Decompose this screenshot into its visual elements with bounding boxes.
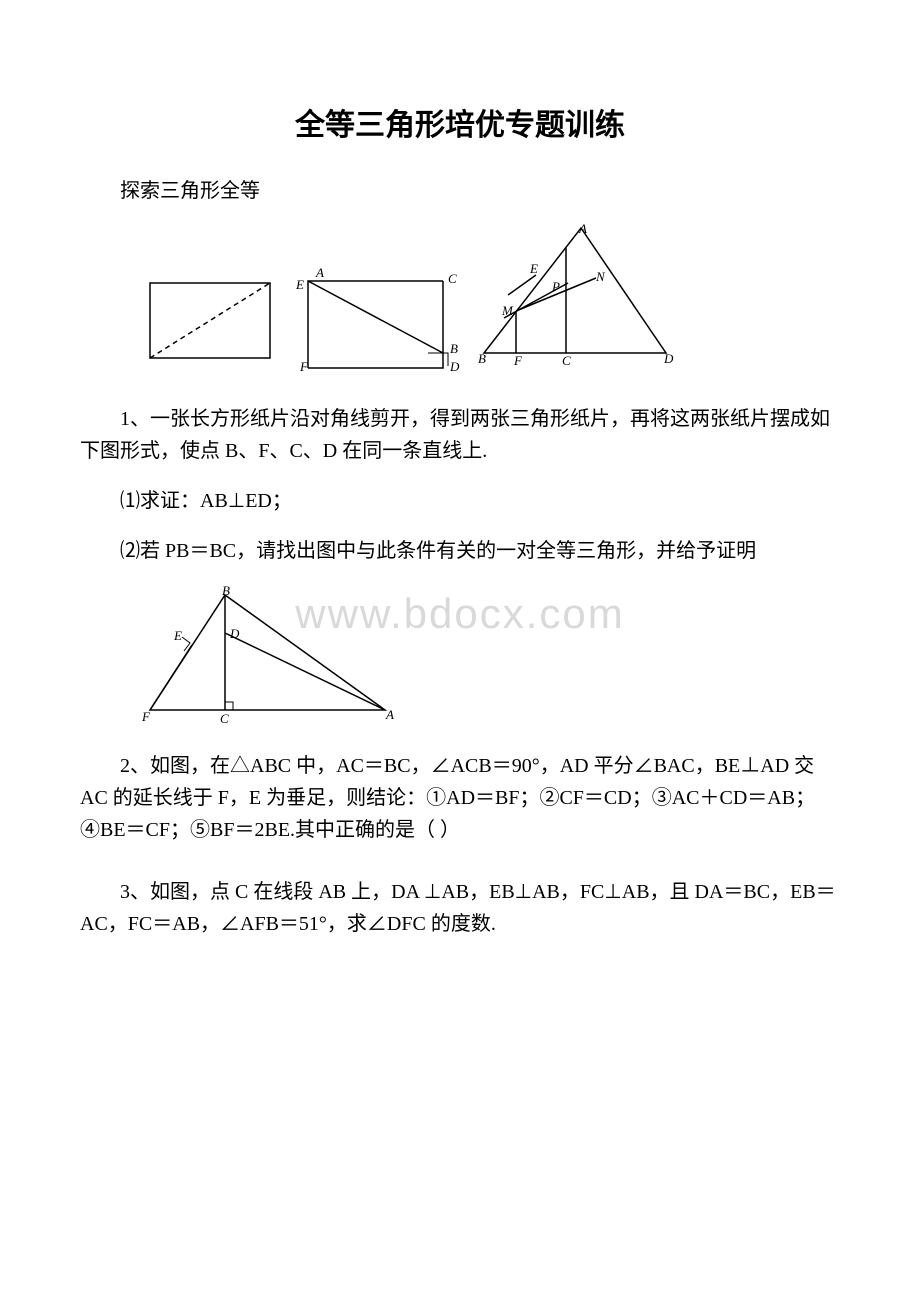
subtitle: 探索三角形全等 (80, 174, 840, 203)
svg-text:B: B (450, 341, 458, 356)
page-title: 全等三角形培优专题训练 (80, 100, 840, 144)
problem-1-sub1: ⑴求证：AB⊥ED； (80, 485, 840, 517)
svg-text:E: E (295, 277, 304, 292)
figure-triangle-complex: A B F C D E M N P (476, 223, 676, 373)
svg-text:P: P (551, 279, 560, 294)
svg-text:E: E (173, 628, 182, 643)
svg-text:C: C (220, 711, 229, 725)
svg-text:A: A (385, 707, 394, 722)
svg-text:A: A (315, 265, 324, 280)
problem-3-text: 3、如图，点 C 在线段 AB 上，DA ⊥AB，EB⊥AB，FC⊥AB，且 D… (80, 876, 840, 940)
svg-text:C: C (562, 353, 571, 368)
svg-text:D: D (663, 351, 674, 366)
figure-2-container: B E D F C A (140, 585, 840, 725)
svg-text:B: B (222, 585, 230, 598)
svg-text:N: N (595, 269, 606, 284)
svg-text:C: C (448, 271, 457, 286)
svg-text:F: F (299, 359, 309, 373)
svg-text:A: A (578, 223, 587, 236)
svg-text:D: D (449, 359, 460, 373)
figure-row-1: A C B D E F A B F C D E M N P (140, 223, 840, 373)
svg-text:D: D (229, 626, 240, 641)
svg-text:E: E (529, 261, 538, 276)
svg-text:F: F (141, 709, 151, 724)
problem-2-text: 2、如图，在△ABC 中，AC＝BC，∠ACB＝90°，AD 平分∠BAC，BE… (80, 750, 840, 846)
problem-1-sub2: ⑵若 PB＝BC，请找出图中与此条件有关的一对全等三角形，并给予证明 (80, 535, 840, 567)
figure-parallelogram: A C B D E F (288, 253, 468, 373)
page-content: 全等三角形培优专题训练 探索三角形全等 A C B D E F A (80, 100, 840, 940)
figure-rectangle (140, 273, 280, 373)
svg-text:M: M (501, 303, 514, 318)
svg-text:B: B (478, 351, 486, 366)
problem-1-text: 1、一张长方形纸片沿对角线剪开，得到两张三角形纸片，再将这两张纸片摆成如下图形式… (80, 403, 840, 467)
svg-text:F: F (513, 353, 523, 368)
figure-triangle-2: B E D F C A (140, 585, 400, 725)
